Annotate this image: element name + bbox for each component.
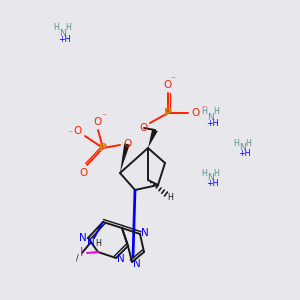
Text: ⁻: ⁻	[170, 76, 175, 85]
Text: N: N	[87, 237, 95, 247]
Text: /: /	[76, 254, 78, 262]
Text: O: O	[123, 139, 131, 149]
Text: N: N	[133, 259, 141, 269]
Text: O: O	[164, 80, 172, 90]
Text: +H: +H	[206, 179, 218, 188]
Text: N: N	[207, 112, 213, 122]
Text: O: O	[74, 126, 82, 136]
Text: +H: +H	[58, 34, 70, 43]
Text: I: I	[80, 247, 84, 260]
Text: P: P	[164, 108, 172, 118]
Text: O: O	[140, 123, 148, 133]
Text: N: N	[117, 254, 125, 264]
Text: H: H	[233, 139, 239, 148]
Text: H: H	[53, 23, 59, 32]
Text: N: N	[79, 233, 87, 243]
Text: H: H	[213, 107, 219, 116]
Text: ⁻: ⁻	[68, 130, 73, 139]
Polygon shape	[148, 129, 158, 148]
Text: H: H	[201, 107, 207, 116]
Text: H: H	[65, 23, 71, 32]
Text: O: O	[94, 117, 102, 127]
Text: ⁻: ⁻	[202, 104, 206, 113]
Text: H: H	[95, 238, 101, 247]
Text: H: H	[245, 139, 251, 148]
Text: N: N	[238, 143, 245, 152]
Text: N: N	[58, 28, 65, 38]
Text: +H: +H	[238, 149, 250, 158]
Text: N: N	[141, 228, 149, 238]
Text: N: N	[207, 173, 213, 182]
Text: H: H	[167, 194, 173, 202]
Text: O: O	[192, 108, 200, 118]
Text: H: H	[201, 169, 207, 178]
Polygon shape	[120, 143, 130, 173]
Text: P: P	[99, 143, 107, 153]
Text: ⁻: ⁻	[101, 112, 106, 122]
Text: H: H	[213, 169, 219, 178]
Text: O: O	[79, 168, 87, 178]
Text: +H: +H	[206, 118, 218, 127]
